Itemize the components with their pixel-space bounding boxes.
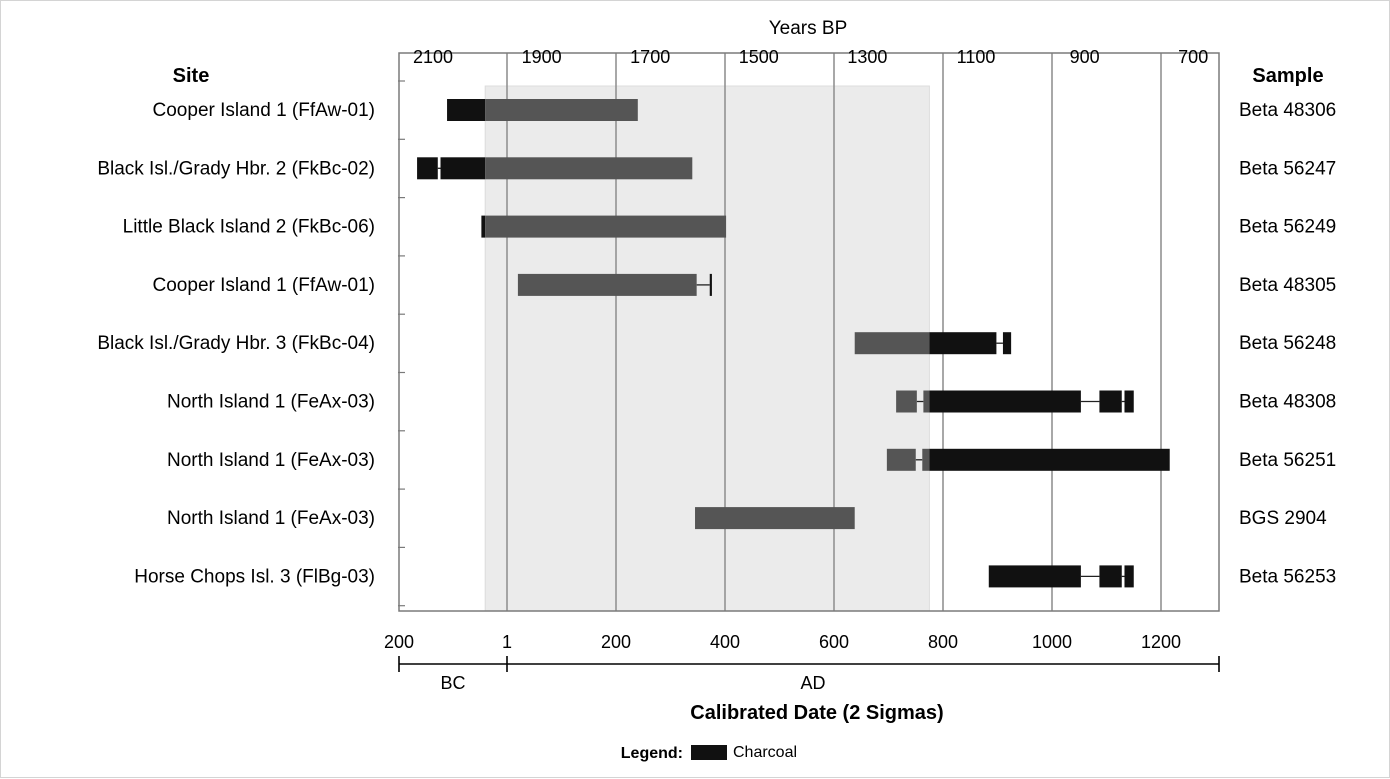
legend-label: Charcoal [733,744,797,761]
top-tick-label: 1100 [957,47,996,67]
top-tick-label: 1500 [739,47,779,67]
charcoal-bar [1099,565,1122,588]
site-label: Black Isl./Grady Hbr. 3 (FkBc-04) [97,333,375,354]
charcoal-bar [481,215,486,238]
date-bar [896,390,917,413]
sample-label: Beta 48306 [1239,100,1336,121]
charcoal-bar [1002,332,1012,355]
site-label: Cooper Island 1 (FfAw-01) [153,275,375,296]
sample-label: Beta 48308 [1239,392,1336,413]
charcoal-bar [417,157,438,180]
bottom-tick-label: 200 [601,632,631,652]
sample-label: Beta 56253 [1239,566,1336,587]
date-bar [695,507,855,530]
date-bar [922,448,930,471]
charcoal-bar [447,99,486,121]
bars-layer [417,99,1170,588]
date-bar [485,215,727,238]
top-tick-label: 1900 [522,47,562,67]
charcoal-bar [929,390,1081,413]
charcoal-bar [1099,390,1122,413]
legend-swatch [691,745,727,760]
sample-label: Beta 56247 [1239,158,1336,179]
charcoal-bar [929,332,997,355]
top-tick-label: 1700 [630,47,670,67]
site-label: North Island 1 (FeAx-03) [167,392,375,413]
bottom-tick-label: 1000 [1032,632,1072,652]
top-tick-label: 900 [1070,47,1100,67]
charcoal-bar [988,565,1081,588]
era-label-ad: AD [800,673,825,693]
sample-label: Beta 56248 [1239,333,1336,354]
top-axis-title: Years BP [769,18,848,39]
date-bar [485,99,638,121]
charcoal-bar [1124,390,1134,413]
bottom-tick-label: 1200 [1141,632,1181,652]
site-label: Horse Chops Isl. 3 (FlBg-03) [134,566,375,587]
top-tick-label: 700 [1178,47,1208,67]
bottom-tick-label: 200 [384,632,414,652]
grid-layer [506,53,1162,611]
top-tick-label: 1300 [847,47,887,67]
charcoal-bar [709,273,712,296]
site-label: Little Black Island 2 (FkBc-06) [123,217,375,238]
site-label: North Island 1 (FeAx-03) [167,450,375,471]
bottom-tick-label: 1 [502,632,512,652]
date-bar [886,448,916,471]
site-label: Black Isl./Grady Hbr. 2 (FkBc-02) [97,158,375,179]
era-label-bc: BC [440,673,465,693]
date-bar [517,273,697,296]
charcoal-bar [929,448,1170,471]
legend-prefix: Legend: [621,745,683,762]
bottom-axis-title: Calibrated Date (2 Sigmas) [690,702,943,724]
site-label: Cooper Island 1 (FfAw-01) [153,100,375,121]
axis-layer [398,52,1220,672]
bottom-tick-label: 600 [819,632,849,652]
date-bar [854,332,930,355]
date-bar [485,157,693,180]
charcoal-bar [440,157,486,180]
sample-label: Beta 48305 [1239,275,1336,296]
plot-border [398,52,1220,612]
site-header: Site [173,65,210,87]
date-bar [923,390,930,413]
bottom-tick-label: 400 [710,632,740,652]
sample-label: Beta 56249 [1239,217,1336,238]
top-tick-label: 2100 [413,47,453,67]
site-label: North Island 1 (FeAx-03) [167,508,375,529]
sample-label: BGS 2904 [1239,508,1327,529]
bottom-tick-label: 800 [928,632,958,652]
charcoal-bar [1124,565,1134,588]
sample-label: Beta 56251 [1239,450,1336,471]
legend: Legend: Charcoal [621,744,797,762]
sample-header: Sample [1252,65,1323,87]
